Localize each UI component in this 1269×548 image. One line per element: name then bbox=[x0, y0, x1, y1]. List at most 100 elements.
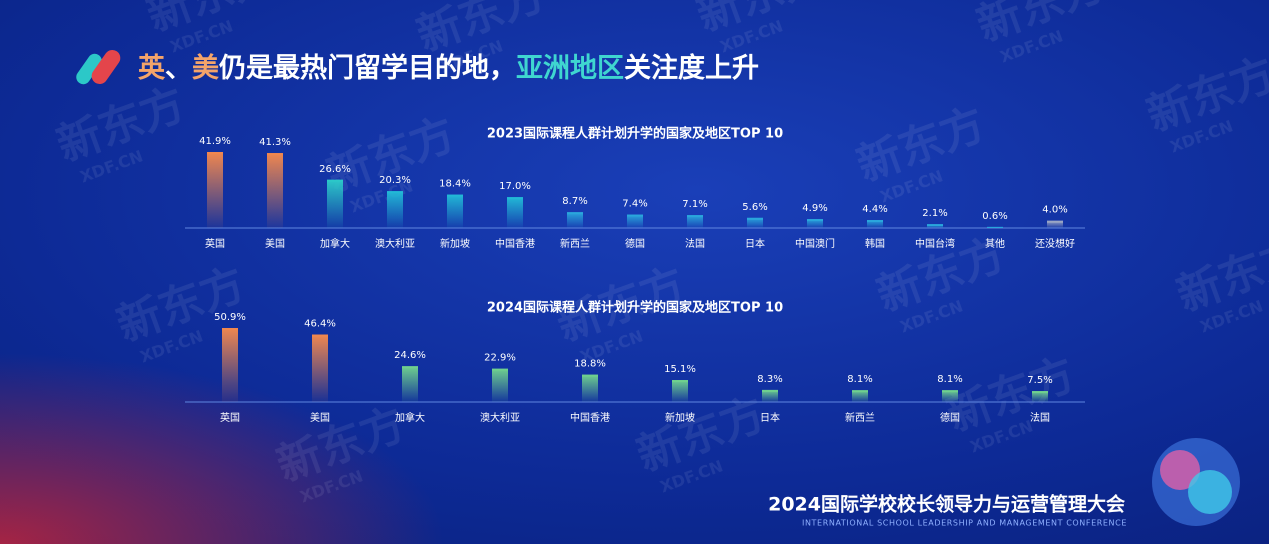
value-label: 5.6% bbox=[742, 202, 767, 213]
headline-part: 英 bbox=[138, 53, 166, 84]
bar bbox=[387, 191, 403, 228]
x-tick-label: 澳大利亚 bbox=[375, 237, 415, 250]
bar bbox=[312, 334, 328, 402]
bar-cap bbox=[672, 380, 688, 383]
value-label: 7.4% bbox=[622, 199, 647, 210]
value-label: 46.4% bbox=[304, 319, 336, 330]
bar-cap bbox=[207, 152, 223, 154]
value-label: 0.6% bbox=[982, 211, 1007, 222]
headline-icon bbox=[76, 49, 121, 85]
bar-cap bbox=[747, 217, 763, 220]
bar bbox=[1047, 220, 1063, 228]
value-label: 17.0% bbox=[499, 181, 531, 192]
x-tick-label: 新西兰 bbox=[845, 411, 875, 424]
bar-cap bbox=[447, 194, 463, 197]
x-tick-label: 新加坡 bbox=[665, 411, 695, 424]
headline-part: 美 bbox=[192, 52, 219, 84]
bar-cap bbox=[582, 374, 598, 377]
x-tick-label: 德国 bbox=[625, 237, 645, 250]
bar bbox=[492, 368, 508, 402]
bar bbox=[867, 220, 883, 228]
bar-cap bbox=[1032, 391, 1048, 394]
bar-cap bbox=[987, 226, 1003, 228]
bar-cap bbox=[327, 179, 343, 182]
bar-cap bbox=[312, 334, 328, 337]
x-tick-label: 加拿大 bbox=[395, 411, 425, 424]
bar-cap bbox=[387, 191, 403, 194]
bar-cap bbox=[927, 224, 943, 227]
bar bbox=[447, 194, 463, 228]
value-label: 41.3% bbox=[259, 137, 291, 148]
x-tick-label: 日本 bbox=[760, 411, 780, 424]
value-label: 8.1% bbox=[847, 374, 872, 385]
x-tick-label: 日本 bbox=[745, 237, 765, 250]
headline-part: 、 bbox=[165, 53, 192, 84]
value-label: 18.4% bbox=[439, 179, 471, 190]
x-tick-label: 英国 bbox=[220, 411, 240, 424]
bar-cap bbox=[627, 214, 643, 217]
bar-cap bbox=[867, 220, 883, 223]
bar bbox=[1032, 391, 1048, 402]
bar bbox=[402, 366, 418, 402]
bar bbox=[942, 390, 958, 402]
x-tick-label: 中国台湾 bbox=[915, 237, 955, 250]
bar-cap bbox=[222, 328, 238, 330]
bar bbox=[627, 214, 643, 228]
bar bbox=[747, 217, 763, 228]
footer-subtitle: INTERNATIONAL SCHOOL LEADERSHIP AND MANA… bbox=[802, 519, 1127, 528]
x-tick-label: 中国香港 bbox=[495, 237, 535, 250]
bar bbox=[807, 219, 823, 228]
value-label: 7.5% bbox=[1027, 375, 1052, 386]
bar bbox=[672, 380, 688, 402]
x-tick-label: 澳大利亚 bbox=[480, 411, 520, 424]
x-tick-label: 中国澳门 bbox=[795, 237, 835, 250]
value-label: 22.9% bbox=[484, 353, 516, 364]
bar-cap bbox=[807, 219, 823, 222]
x-tick-label: 韩国 bbox=[865, 237, 885, 250]
x-tick-label: 英国 bbox=[205, 237, 225, 250]
value-label: 24.6% bbox=[394, 350, 426, 361]
bar bbox=[267, 153, 283, 228]
value-label: 50.9% bbox=[214, 312, 246, 323]
bar bbox=[687, 215, 703, 228]
conference-logo bbox=[1152, 438, 1240, 526]
bar-cap bbox=[567, 212, 583, 215]
bar bbox=[762, 389, 778, 402]
bar-cap bbox=[267, 153, 283, 156]
value-label: 4.4% bbox=[862, 204, 887, 215]
bar-cap bbox=[852, 390, 868, 393]
headline: 英、美仍是最热门留学目的地，亚洲地区关注度上升 bbox=[138, 52, 759, 84]
value-label: 18.8% bbox=[574, 359, 606, 370]
value-label: 26.6% bbox=[319, 164, 351, 175]
x-tick-label: 加拿大 bbox=[320, 237, 350, 250]
bar-cap bbox=[1047, 220, 1063, 223]
headline-part: 仍是最热门留学目的地， bbox=[219, 52, 516, 84]
bar bbox=[567, 212, 583, 228]
bar bbox=[852, 390, 868, 402]
value-label: 8.3% bbox=[757, 374, 782, 385]
footer-title: 2024国际学校校长领导力与运营管理大会 bbox=[768, 493, 1125, 516]
x-tick-label: 新加坡 bbox=[440, 237, 470, 250]
bar bbox=[222, 328, 238, 402]
value-label: 20.3% bbox=[379, 175, 411, 186]
value-label: 15.1% bbox=[664, 364, 696, 375]
value-label: 2.1% bbox=[922, 208, 947, 219]
value-label: 4.9% bbox=[802, 203, 827, 214]
value-label: 7.1% bbox=[682, 199, 707, 210]
x-tick-label: 新西兰 bbox=[560, 237, 590, 250]
x-tick-label: 德国 bbox=[940, 411, 960, 424]
x-tick-label: 美国 bbox=[265, 237, 285, 250]
bar-cap bbox=[942, 390, 958, 393]
chart-title: 2023国际课程人群计划升学的国家及地区TOP 10 bbox=[487, 126, 783, 142]
x-tick-label: 美国 bbox=[310, 411, 330, 424]
x-tick-label: 中国香港 bbox=[570, 411, 610, 424]
bar-cap bbox=[492, 368, 508, 371]
value-label: 8.7% bbox=[562, 196, 587, 207]
headline-part: 亚洲地区 bbox=[516, 53, 624, 84]
bar bbox=[582, 374, 598, 402]
bar-cap bbox=[507, 197, 523, 200]
headline-part: 关注度上升 bbox=[624, 52, 759, 84]
bar-cap bbox=[762, 389, 778, 392]
